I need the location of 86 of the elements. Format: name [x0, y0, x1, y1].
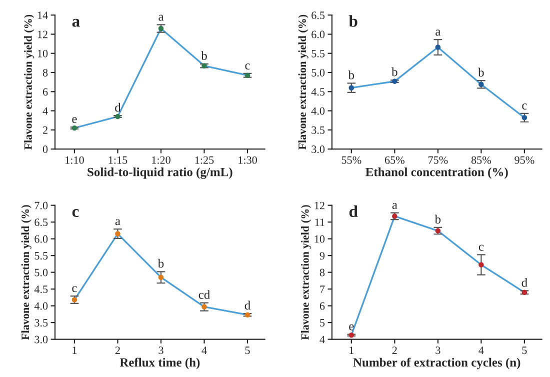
x-axis-title: Reflux time (h): [120, 358, 200, 370]
y-tick-label: 3.0: [312, 146, 325, 154]
x-axis-title: Ethanol concentration (%): [366, 167, 508, 179]
y-tick-label: 5.0: [312, 68, 325, 77]
y-tick-label: 6.0: [312, 30, 325, 38]
y-axis-title: Flavone extraction yield (%): [24, 14, 34, 150]
annotation: e: [349, 324, 354, 330]
y-tick-label: 4: [320, 336, 325, 344]
y-tick-label: 4.5: [34, 286, 48, 294]
x-tick-label: 1: [350, 346, 354, 354]
x-axis-title: Number of extraction cycles (n): [353, 358, 520, 370]
x-tick-label: 1: [72, 346, 77, 354]
x-tick-label: 95%: [514, 156, 534, 164]
y-tick-label: 7.0: [34, 202, 48, 210]
y-tick-label: 10: [314, 235, 325, 243]
x-axis-title: Solid-to-liquid ratio (g/mL): [88, 167, 232, 179]
y-tick-label: 5.0: [34, 268, 48, 276]
x-tick-label: 5: [522, 346, 527, 354]
y-tick-label: 6: [320, 302, 325, 310]
annotation: c: [478, 244, 484, 251]
y-tick-label: 6.5: [312, 12, 325, 20]
x-tick-label: 65%: [384, 156, 404, 164]
y-tick-label: 11: [315, 218, 324, 226]
x-tick-label: 85%: [471, 156, 491, 164]
y-tick-label: 6.0: [34, 235, 48, 243]
y-tick-label: 3.5: [34, 319, 48, 327]
annotation: a: [436, 30, 441, 36]
y-tick-label: 6.5: [34, 218, 48, 226]
x-tick-label: 5: [245, 346, 250, 354]
x-tick-label: 55%: [342, 156, 362, 164]
annotation: c: [72, 286, 77, 292]
y-tick-label: 10: [38, 50, 48, 58]
y-tick-label: 5.5: [34, 252, 48, 260]
x-tick-label: 4: [478, 346, 484, 354]
annotation: b: [201, 51, 207, 60]
y-tick-label: 8: [320, 268, 325, 276]
y-tick-label: 12: [38, 30, 48, 38]
y-tick-label: 3.5: [312, 126, 325, 134]
annotation: a: [158, 14, 164, 21]
y-axis-title: Flavone extraction yield (%): [301, 205, 312, 340]
x-tick-label: 1:15: [108, 156, 128, 164]
y-tick-label: 14: [38, 12, 48, 19]
x-tick-label: 1:25: [195, 156, 214, 164]
annotation: b: [434, 214, 441, 224]
chart-title: c: [72, 209, 79, 218]
annotation: cd: [198, 290, 210, 299]
chart-title: a: [72, 18, 80, 27]
x-tick-label: 1:30: [238, 156, 257, 164]
x-tick-label: 75%: [428, 156, 448, 164]
annotation: b: [392, 67, 398, 76]
y-tick-label: 8: [42, 68, 48, 76]
x-tick-label: 1:20: [152, 156, 170, 164]
x-tick-label: 3: [158, 346, 164, 354]
y-tick-label: 0: [42, 146, 48, 154]
y-tick-label: 2: [42, 126, 48, 134]
y-axis-title: Flavone extraction yield (%): [298, 14, 308, 150]
x-tick-label: 2: [115, 346, 120, 354]
y-tick-label: 4.0: [311, 107, 325, 115]
chart-title: b: [348, 15, 358, 27]
y-tick-label: 12: [314, 202, 324, 210]
annotation: e: [72, 117, 77, 124]
annotation: d: [244, 300, 250, 310]
annotation: d: [522, 278, 528, 287]
x-tick-label: 3: [436, 346, 440, 354]
annotation: b: [158, 258, 164, 268]
y-tick-label: 5.5: [312, 50, 325, 58]
y-tick-label: 4: [42, 107, 48, 115]
y-tick-label: 5: [320, 319, 325, 327]
annotation: c: [245, 64, 250, 70]
y-axis-title: Flavone extraction yield (%): [21, 205, 32, 340]
annotation: c: [522, 104, 527, 110]
y-tick-label: 9: [320, 252, 325, 260]
chart-title: d: [349, 205, 358, 218]
y-tick-label: 4.0: [34, 302, 48, 310]
annotation: d: [115, 102, 121, 112]
annotation: b: [478, 68, 484, 77]
annotation: b: [348, 70, 354, 80]
x-tick-label: 2: [392, 346, 397, 354]
y-tick-label: 3.0: [34, 336, 48, 344]
y-tick-label: 4.5: [311, 88, 325, 96]
y-tick-label: 6: [42, 88, 48, 96]
x-tick-label: 4: [202, 346, 207, 354]
y-tick-label: 7: [320, 286, 325, 293]
annotation: a: [115, 219, 120, 226]
x-tick-label: 1:10: [66, 156, 84, 164]
annotation: a: [392, 202, 398, 209]
